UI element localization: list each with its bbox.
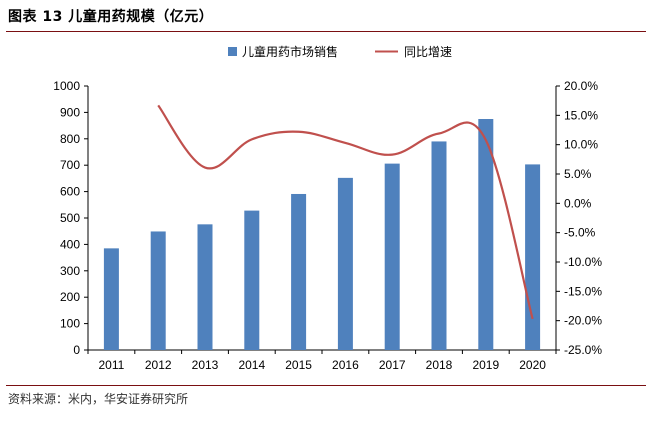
right-tick-label: -20.0% xyxy=(564,314,602,328)
right-tick-label: -10.0% xyxy=(564,255,602,269)
line-series xyxy=(157,104,534,320)
source-note: 资料来源：米内，华安证券研究所 xyxy=(8,392,189,406)
bar-series xyxy=(103,119,541,350)
bar xyxy=(244,210,260,350)
bar xyxy=(197,224,213,350)
bar xyxy=(150,231,166,350)
x-tick-label: 2016 xyxy=(332,358,359,372)
right-tick-label: -15.0% xyxy=(564,284,602,298)
x-tick-label: 2011 xyxy=(98,358,124,372)
left-tick-label: 800 xyxy=(60,132,80,146)
axes: 0 100 200 300 400 500 600 700 800 900 1000 -25.0% -2… xyxy=(53,79,602,372)
right-tick-label: 15.0% xyxy=(564,108,598,122)
legend-bar-swatch xyxy=(228,47,237,56)
left-tick-label: 0 xyxy=(73,343,80,357)
bar xyxy=(384,163,400,350)
right-tick-label: 5.0% xyxy=(564,167,592,181)
x-tick-label: 2014 xyxy=(238,358,265,372)
right-tick-label: 10.0% xyxy=(564,138,598,152)
bar xyxy=(525,164,541,350)
legend-bar-label: 儿童用药市场销售 xyxy=(242,44,338,59)
right-tick-label: -25.0% xyxy=(564,343,602,357)
left-tick-label: 500 xyxy=(60,211,80,225)
x-tick-label: 2018 xyxy=(426,358,453,372)
left-tick-label: 400 xyxy=(60,237,80,251)
right-tick-label: 20.0% xyxy=(564,79,598,93)
x-tick-label: 2015 xyxy=(285,358,312,372)
bar xyxy=(478,119,494,350)
right-tick-label: 0.0% xyxy=(564,196,592,210)
left-tick-label: 300 xyxy=(60,264,80,278)
x-tick-label: 2017 xyxy=(379,358,406,372)
x-tick-label: 2012 xyxy=(145,358,172,372)
bar xyxy=(337,177,353,350)
left-tick-label: 200 xyxy=(60,290,80,304)
title-rule xyxy=(6,31,646,32)
chart-title: 图表 13 儿童用药规模（亿元） xyxy=(8,9,214,25)
bottom-rule xyxy=(6,385,646,386)
left-tick-label: 100 xyxy=(60,317,80,331)
x-tick-label: 2013 xyxy=(192,358,219,372)
left-tick-label: 1000 xyxy=(53,79,80,93)
growth-line xyxy=(157,104,534,320)
left-tick-label: 900 xyxy=(60,105,80,119)
left-tick-label: 600 xyxy=(60,185,80,199)
right-tick-label: -5.0% xyxy=(564,226,596,240)
legend-line-label: 同比增速 xyxy=(404,45,452,59)
legend: 儿童用药市场销售 同比增速 xyxy=(228,44,452,59)
bar xyxy=(103,248,119,350)
x-tick-label: 2019 xyxy=(472,358,499,372)
x-tick-label: 2020 xyxy=(519,358,546,372)
bar xyxy=(291,193,307,350)
bar xyxy=(431,141,447,350)
combo-chart: 儿童用药市场销售 同比增速 0 100 200 300 400 500 600 700 800 9… xyxy=(53,44,602,372)
left-tick-label: 700 xyxy=(60,158,80,172)
